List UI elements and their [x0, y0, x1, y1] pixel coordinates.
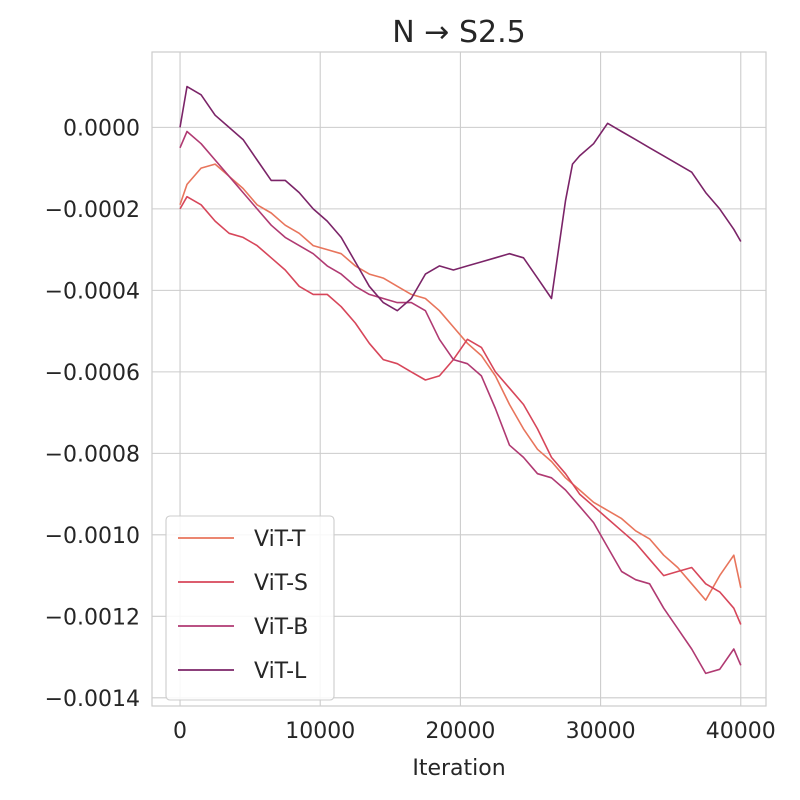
y-tick-label: −0.0006: [45, 361, 140, 386]
y-tick-label: −0.0008: [45, 442, 140, 467]
legend-label: ViT-S: [254, 571, 308, 596]
y-tick-label: −0.0014: [45, 687, 140, 712]
series-line-vit-t: [179, 163, 742, 601]
legend-label: ViT-T: [254, 527, 306, 552]
y-tick-label: −0.0010: [45, 524, 140, 549]
series-layer: [179, 85, 742, 675]
x-tick-label: 20000: [425, 719, 495, 744]
legend: ViT-T ViT-S ViT-B ViT-L: [165, 515, 335, 701]
x-axis-ticks: 0 10000 20000 30000 40000: [173, 719, 776, 744]
x-tick-label: 0: [173, 719, 187, 744]
y-tick-label: 0.0000: [63, 116, 140, 141]
x-tick-label: 30000: [566, 719, 636, 744]
y-axis-ticks: 0.0000 −0.0002 −0.0004 −0.0006 −0.0008 −0.001…: [45, 116, 140, 711]
legend-label: ViT-L: [254, 659, 307, 684]
y-tick-label: −0.0004: [45, 279, 140, 304]
legend-label: ViT-B: [254, 615, 308, 640]
y-tick-label: −0.0002: [45, 198, 140, 223]
chart-title: N → S2.5: [392, 15, 525, 50]
series-line-vit-l: [179, 85, 742, 312]
x-axis-label: Iteration: [412, 756, 505, 781]
legend-box: [165, 515, 335, 701]
x-tick-label: 10000: [285, 719, 355, 744]
y-tick-label: −0.0012: [45, 605, 140, 630]
plot-frame: [151, 51, 767, 707]
x-tick-label: 40000: [706, 719, 776, 744]
series-line-vit-s: [179, 195, 742, 625]
series-line-vit-b: [179, 130, 742, 675]
